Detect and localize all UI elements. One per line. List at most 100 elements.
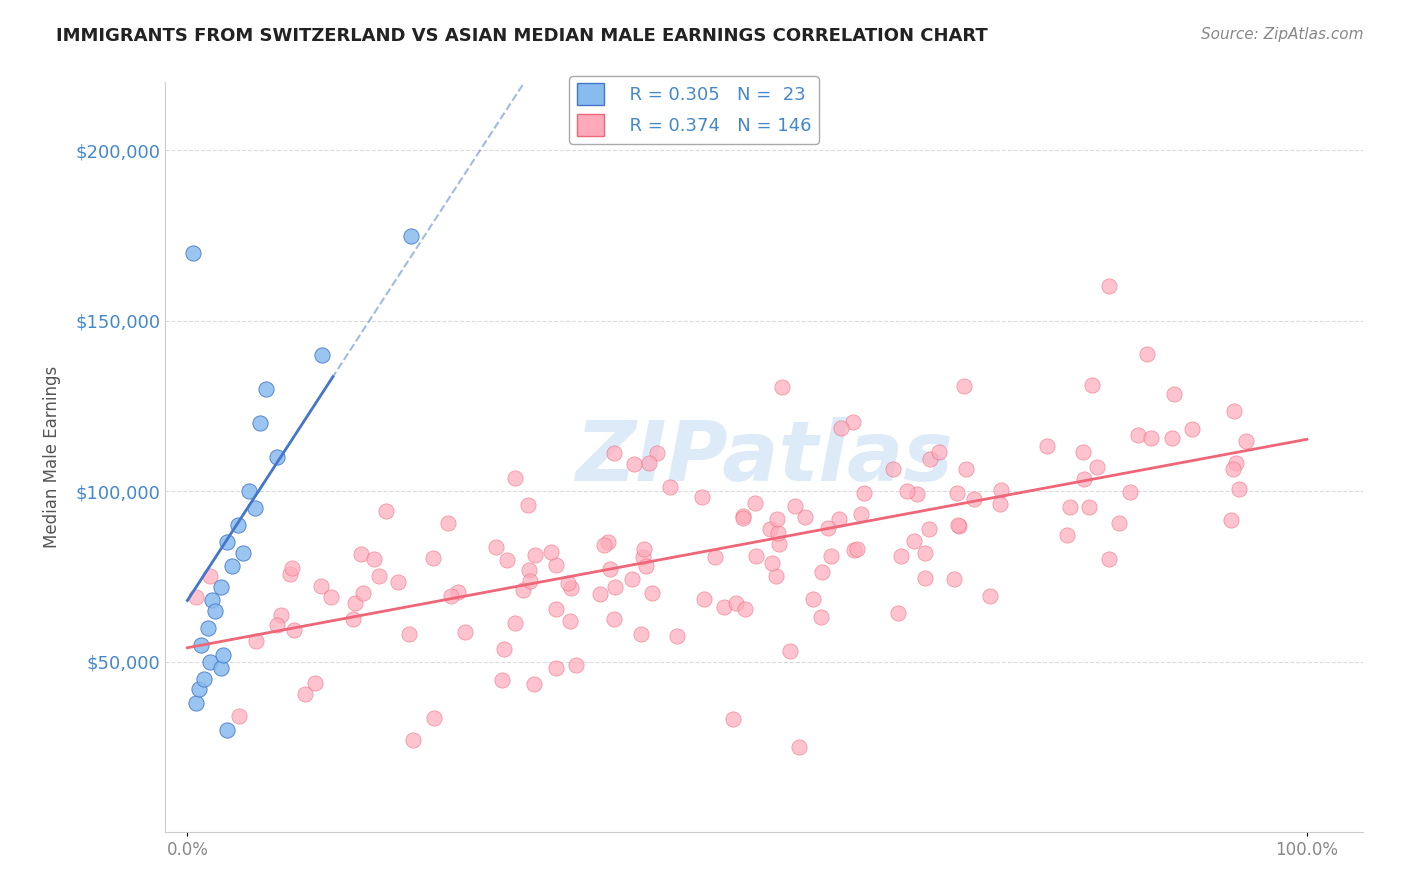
Point [523,549,546,563]
Point [979,589,1001,603]
Point [283,623,305,637]
Point [599,562,621,576]
Point [744,549,766,563]
Point [907,487,929,501]
Point [988,497,1011,511]
Point [1126,427,1149,442]
Point [914,546,936,560]
Point [658,480,681,494]
Point [1059,500,1081,514]
Point [744,496,766,510]
Point [603,580,626,594]
Point [990,483,1012,497]
Point [779,644,801,658]
Point [193,672,215,686]
Point [918,522,941,536]
Point [620,572,643,586]
Point [810,609,832,624]
Point [540,545,562,559]
Point [254,382,277,396]
Point [1225,456,1247,470]
Point [517,498,540,512]
Point [215,535,238,549]
Point [238,484,260,499]
Point [387,574,409,589]
Point [492,642,515,657]
Point [198,569,221,583]
Point [1098,278,1121,293]
Point [1080,377,1102,392]
Point [363,551,385,566]
Point [896,484,918,499]
Point [1139,431,1161,445]
Point [761,556,783,570]
Point [596,534,619,549]
Point [280,567,302,582]
Point [801,592,824,607]
Point [557,576,579,591]
Point [724,596,747,610]
Point [589,587,612,601]
Point [637,457,659,471]
Point [1098,551,1121,566]
Point [820,549,842,564]
Point [505,616,527,631]
Point [423,711,446,725]
Point [593,538,616,552]
Text: IMMIGRANTS FROM SWITZERLAND VS ASIAN MEDIAN MALE EARNINGS CORRELATION CHART: IMMIGRANTS FROM SWITZERLAND VS ASIAN MED… [56,27,988,45]
Point [1181,422,1204,436]
Point [890,549,912,564]
Point [209,661,232,675]
Point [721,712,744,726]
Point [946,486,969,500]
Point [623,458,645,472]
Point [633,541,655,556]
Point [817,521,839,535]
Point [713,600,735,615]
Point [184,590,207,604]
Point [352,586,374,600]
Point [190,638,212,652]
Point [375,504,398,518]
Point [731,508,754,523]
Point [828,511,851,525]
Point [787,739,810,754]
Point [1219,513,1241,527]
Point [953,379,976,393]
Point [491,673,513,687]
Point [560,581,582,595]
Point [1073,444,1095,458]
Point [768,525,790,540]
Point [849,507,872,521]
Point [770,380,793,394]
Point [544,602,567,616]
Point [228,709,250,723]
Point [1163,387,1185,401]
Point [201,593,224,607]
Point [398,626,420,640]
Point [401,733,423,747]
Point [1227,483,1250,497]
Point [645,445,668,459]
Point [1136,347,1159,361]
Point [523,677,546,691]
Point [811,565,834,579]
Point [342,612,364,626]
Point [311,348,333,362]
Point [294,687,316,701]
Point [321,591,343,605]
Point [197,621,219,635]
Point [1056,528,1078,542]
Point [309,579,332,593]
Point [221,559,243,574]
Point [350,547,373,561]
Point [209,580,232,594]
Point [401,228,423,243]
Point [1160,431,1182,445]
Point [1118,484,1140,499]
Point [914,571,936,585]
Point [1073,472,1095,486]
Point [266,450,288,464]
Point [204,603,226,617]
Point [232,545,254,559]
